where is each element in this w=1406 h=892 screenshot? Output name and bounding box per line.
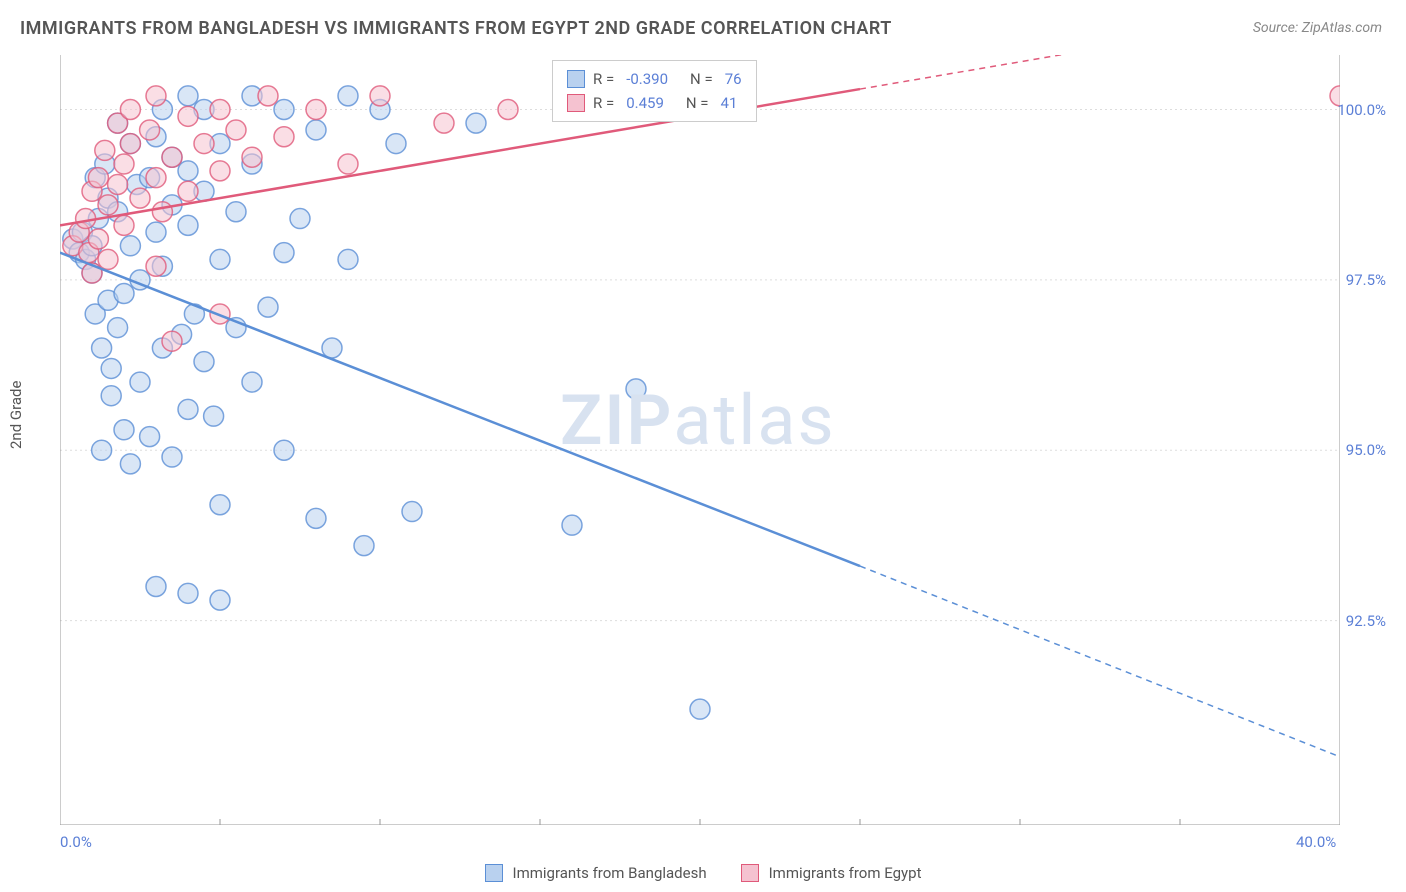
legend-swatch xyxy=(567,70,585,88)
legend-swatch xyxy=(567,94,585,112)
y-tick-label: 97.5% xyxy=(1346,271,1386,289)
legend-series-name: Immigrants from Bangladesh xyxy=(513,864,707,882)
legend-series: Immigrants from Bangladesh Immigrants fro… xyxy=(0,864,1406,882)
legend-n-value: 76 xyxy=(725,67,742,91)
y-tick-label: 92.5% xyxy=(1346,612,1386,630)
legend-series-item: Immigrants from Egypt xyxy=(741,864,922,882)
legend-r-value: 0.459 xyxy=(626,91,664,115)
legend-n-value: 41 xyxy=(721,91,738,115)
legend-correlation: R = -0.390 N = 76 R = 0.459 N = 41 xyxy=(552,60,757,122)
legend-r-value: -0.390 xyxy=(626,67,668,91)
legend-row: R = -0.390 N = 76 xyxy=(567,67,742,91)
legend-row: R = 0.459 N = 41 xyxy=(567,91,742,115)
x-tick-label: 0.0% xyxy=(60,833,92,851)
y-tick-label: 95.0% xyxy=(1346,441,1386,459)
legend-swatch xyxy=(485,864,503,882)
plot-svg xyxy=(60,55,1340,825)
y-axis-label: 2nd Grade xyxy=(7,381,25,449)
legend-series-item: Immigrants from Bangladesh xyxy=(485,864,707,882)
legend-series-name: Immigrants from Egypt xyxy=(769,864,922,882)
x-tick-label: 40.0% xyxy=(1296,833,1336,851)
legend-n-label: N = xyxy=(690,67,713,91)
source-label: Source: ZipAtlas.com xyxy=(1253,20,1382,36)
y-tick-label: 100.0% xyxy=(1337,101,1386,119)
chart-title: IMMIGRANTS FROM BANGLADESH VS IMMIGRANTS… xyxy=(20,18,892,39)
legend-swatch xyxy=(741,864,759,882)
legend-r-label: R = xyxy=(593,91,614,115)
legend-r-label: R = xyxy=(593,67,614,91)
chart-container: IMMIGRANTS FROM BANGLADESH VS IMMIGRANTS… xyxy=(0,0,1406,892)
legend-n-label: N = xyxy=(686,91,709,115)
